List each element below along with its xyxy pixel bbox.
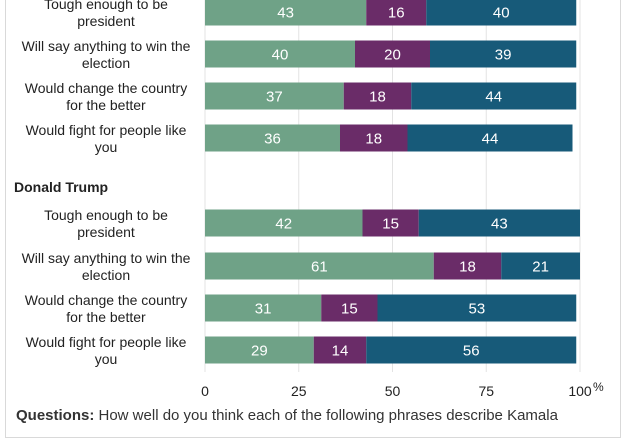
bar-segment-1-0-2 xyxy=(418,209,580,237)
data-label-0-3-1: 18 xyxy=(365,131,382,148)
row-label-line: Tough enough to be xyxy=(44,207,168,223)
row-label-line: you xyxy=(95,351,118,367)
bar-segment-1-1-0 xyxy=(205,252,434,280)
x-tick-label-4: 100 xyxy=(568,383,592,399)
row-label-line: Would change the country xyxy=(25,80,187,96)
data-label-0-3-2: 44 xyxy=(482,131,499,148)
row-label-0-0: Tough enough to be president xyxy=(44,0,168,29)
data-label-0-1-2: 39 xyxy=(495,47,512,64)
bar-segment-0-2-1 xyxy=(343,82,412,110)
data-label-0-1-1: 20 xyxy=(384,47,401,64)
bar-segment-0-0-1 xyxy=(366,0,427,26)
data-label-1-1-0: 61 xyxy=(311,259,328,276)
x-tick-label-0: 0 xyxy=(201,383,209,399)
data-label-1-2-0: 31 xyxy=(255,301,272,318)
data-label-0-2-1: 18 xyxy=(369,89,386,106)
data-label-0-0-2: 40 xyxy=(493,5,510,22)
x-unit-label: % xyxy=(593,380,604,394)
footnote-text: How well do you think each of the follow… xyxy=(94,407,558,424)
bar-segment-0-0-0 xyxy=(205,0,367,26)
row-label-0-3: Would fight for people like you xyxy=(26,122,187,155)
data-label-1-0-2: 43 xyxy=(491,216,508,233)
row-label-line: Would change the country xyxy=(25,292,187,308)
row-label-line: for the better xyxy=(66,97,146,113)
bar-segment-0-1-2 xyxy=(430,40,577,68)
row-label-line: president xyxy=(77,224,135,240)
bar-segment-1-1-1 xyxy=(433,252,502,280)
bar-segment-0-0-2 xyxy=(426,0,577,26)
bar-segment-1-3-0 xyxy=(205,336,314,364)
row-label-0-2: Would change the country for the better xyxy=(25,80,187,113)
data-label-1-2-1: 15 xyxy=(341,301,358,318)
bar-segment-1-2-0 xyxy=(205,294,322,322)
data-label-1-0-1: 15 xyxy=(382,216,399,233)
data-label-1-2-2: 53 xyxy=(469,301,486,318)
data-label-0-2-2: 44 xyxy=(485,89,502,106)
row-label-line: election xyxy=(82,267,130,283)
bar-segment-0-3-0 xyxy=(205,124,340,152)
x-tick-label-3: 75 xyxy=(478,383,494,399)
data-label-0-2-0: 37 xyxy=(266,89,283,106)
x-tick-label-1: 25 xyxy=(291,383,307,399)
bar-segment-1-1-2 xyxy=(501,252,580,280)
row-label-line: president xyxy=(77,13,135,29)
data-label-1-1-2: 21 xyxy=(532,259,549,276)
bar-segment-1-3-2 xyxy=(366,336,577,364)
data-label-0-0-1: 16 xyxy=(388,5,405,22)
bar-segment-1-2-2 xyxy=(377,294,577,322)
row-label-0-1: Will say anything to win the election xyxy=(22,38,191,71)
row-label-line: Would fight for people like xyxy=(26,122,187,138)
row-label-1-2: Would change the country for the better xyxy=(25,292,187,325)
bar-segment-0-3-1 xyxy=(340,124,408,152)
data-label-0-0-0: 43 xyxy=(277,5,294,22)
row-label-line: election xyxy=(82,55,130,71)
data-label-1-3-1: 14 xyxy=(332,343,349,360)
data-label-1-0-0: 42 xyxy=(275,216,292,233)
data-label-1-1-1: 18 xyxy=(459,259,476,276)
group-label-1: Donald Trump xyxy=(14,179,108,195)
bar-segment-0-1-1 xyxy=(355,40,430,68)
data-label-0-3-0: 36 xyxy=(264,131,281,148)
bar-segment-1-3-1 xyxy=(313,336,367,364)
bar-segment-1-2-1 xyxy=(321,294,378,322)
row-label-1-0: Tough enough to be president xyxy=(44,207,168,240)
footnote: Questions: How well do you think each of… xyxy=(16,407,558,424)
row-label-1-3: Would fight for people like you xyxy=(26,334,187,367)
bar-segment-0-2-2 xyxy=(411,82,577,110)
row-label-line: Will say anything to win the xyxy=(22,250,191,266)
data-label-0-1-0: 40 xyxy=(272,47,289,64)
x-tick-label-2: 50 xyxy=(385,383,401,399)
bar-segment-0-1-0 xyxy=(205,40,355,68)
bar-segment-1-0-0 xyxy=(205,209,363,237)
row-label-line: Tough enough to be xyxy=(44,0,168,12)
bar-segment-0-2-0 xyxy=(205,82,344,110)
row-label-line: Will say anything to win the xyxy=(22,38,191,54)
footnote-label: Questions: xyxy=(16,407,95,424)
row-label-1-1: Will say anything to win the election xyxy=(22,250,191,283)
row-label-line: you xyxy=(95,139,118,155)
data-label-1-3-2: 56 xyxy=(463,343,480,360)
row-label-line: for the better xyxy=(66,309,146,325)
data-label-1-3-0: 29 xyxy=(251,343,268,360)
bar-segment-0-3-2 xyxy=(407,124,573,152)
bar-segment-1-0-1 xyxy=(362,209,419,237)
row-label-line: Would fight for people like xyxy=(26,334,187,350)
